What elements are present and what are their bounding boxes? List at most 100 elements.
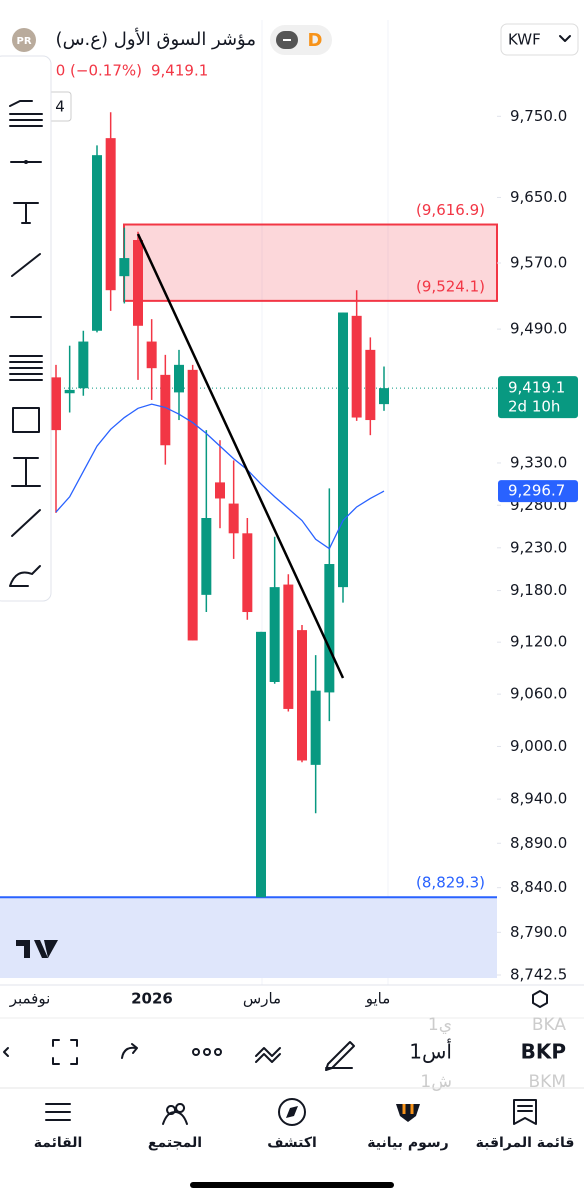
- y-tick-label: 8,840.0: [510, 878, 567, 896]
- candle-body: [187, 369, 198, 641]
- y-tick-label: 8,890.0: [510, 834, 567, 852]
- watchlist-icon[interactable]: [513, 1099, 537, 1125]
- candle-body: [160, 374, 171, 446]
- nav-label[interactable]: رسوم بيانية: [367, 1135, 448, 1151]
- support-label: (8,829.3): [416, 874, 485, 892]
- draw-icon[interactable]: [325, 1041, 355, 1071]
- fullscreen-icon[interactable]: [52, 1039, 78, 1065]
- candle-body: [338, 312, 348, 588]
- community-icon[interactable]: [162, 1103, 188, 1125]
- currency-box[interactable]: [500, 23, 579, 56]
- symbol-below: BKM: [529, 1072, 566, 1092]
- last-price-tag: [498, 376, 578, 419]
- settings-icon[interactable]: [532, 990, 548, 1008]
- y-tick-label: 9,330.0: [510, 453, 567, 471]
- interval[interactable]: D: [308, 30, 323, 51]
- tool-text[interactable]: [13, 202, 39, 224]
- candle-body: [119, 258, 130, 277]
- candle-body: [105, 138, 116, 291]
- avatar[interactable]: [12, 28, 36, 52]
- compass: [286, 1106, 298, 1118]
- menu-icon[interactable]: [45, 1103, 71, 1121]
- y-tick-label: 8,940.0: [510, 790, 567, 808]
- trend-line: [136, 233, 345, 679]
- nav-label[interactable]: اكتشف: [267, 1135, 317, 1151]
- chevron: [559, 35, 571, 42]
- candle-body: [133, 240, 143, 326]
- tool-lines[interactable]: [9, 355, 43, 381]
- candle-body: [64, 389, 75, 394]
- y-tick-label: 9,000.0: [510, 737, 567, 755]
- y-tick-label: 8,742.5: [510, 966, 567, 984]
- charts-icon-detail: [402, 1104, 414, 1114]
- tool-fib[interactable]: [9, 100, 43, 127]
- ma-price-label: 9,296.7: [508, 482, 565, 500]
- currency: KWF: [508, 31, 541, 49]
- candle-body: [228, 503, 239, 534]
- countdown: 2d 10h: [508, 398, 560, 416]
- tool-trend[interactable]: [11, 253, 41, 277]
- support-area: [0, 897, 497, 978]
- home-indicator: [190, 1182, 394, 1188]
- tool-line[interactable]: [11, 509, 41, 537]
- candle-body: [174, 364, 184, 393]
- y-tick-label: 9,230.0: [510, 538, 567, 556]
- drawing-toolbar: [0, 55, 52, 602]
- candle-body: [351, 315, 362, 418]
- price: 9,419.1: [151, 62, 208, 80]
- compare-icon[interactable]: [255, 1047, 281, 1063]
- candle-body: [256, 631, 266, 898]
- y-tick-label: 8,790.0: [510, 923, 567, 941]
- candle-body: [379, 388, 389, 405]
- zone-bottom-label: (9,524.1): [416, 277, 485, 295]
- indicator-count: 4: [55, 98, 65, 116]
- y-tick-label: 9,650.0: [510, 188, 567, 206]
- explore-icon[interactable]: [278, 1098, 306, 1126]
- tool-brush[interactable]: [9, 565, 41, 587]
- plot-area: (8,829.3) (9,616.9) (9,524.1): [0, 20, 498, 985]
- candle-body: [146, 341, 157, 369]
- back-icon[interactable]: [3, 1047, 9, 1057]
- y-tick-label: 9,570.0: [510, 254, 567, 272]
- symbol-above: BKA: [532, 1015, 567, 1035]
- candle-body: [365, 349, 376, 421]
- y-tick-label: 9,490.0: [510, 320, 567, 338]
- nav-label[interactable]: القائمة: [34, 1135, 83, 1151]
- ma-price-tag: [498, 480, 578, 503]
- symbol[interactable]: BKP: [521, 1040, 566, 1064]
- candle-body: [215, 482, 225, 499]
- y-tick-label: 9,120.0: [510, 633, 567, 651]
- last-price-label: 9,419.1: [508, 379, 565, 397]
- candle-body: [201, 518, 212, 595]
- interval-select[interactable]: 1أس: [409, 1039, 452, 1064]
- tool-rect[interactable]: [12, 407, 40, 433]
- change: 0 (−0.17%): [56, 62, 142, 80]
- candle-body: [310, 690, 321, 765]
- x-tick-label: نوفمبر: [9, 990, 51, 1008]
- y-tick-label: 9,180.0: [510, 581, 567, 599]
- candle-body: [297, 630, 307, 761]
- symbol-title[interactable]: مؤشر السوق الأول (ع.س): [56, 28, 256, 50]
- candle-body: [242, 533, 253, 613]
- interval-above: 1ي: [428, 1015, 452, 1035]
- tool-measure[interactable]: [11, 457, 41, 487]
- candle-body: [51, 377, 61, 431]
- x-tick-label: 2026: [131, 990, 173, 1008]
- more-icon[interactable]: [192, 1048, 222, 1056]
- logo: [16, 940, 58, 958]
- zone-top-label: (9,616.9): [416, 201, 485, 219]
- nav-label[interactable]: المجتمع: [148, 1135, 202, 1151]
- candle-body: [283, 584, 294, 709]
- candle-body: [269, 587, 280, 682]
- charts-icon[interactable]: [396, 1104, 420, 1122]
- candle-body: [78, 341, 89, 389]
- redo-icon[interactable]: [121, 1043, 138, 1059]
- x-tick-label: مايو: [365, 990, 391, 1008]
- nav-icons: [45, 1098, 537, 1126]
- x-tick-label: مارس: [243, 990, 281, 1008]
- y-tick-label: 9,060.0: [510, 685, 567, 703]
- nav-label[interactable]: قائمة المراقبة: [476, 1135, 575, 1151]
- drawing-tools: [9, 100, 43, 587]
- candle-body: [324, 564, 335, 693]
